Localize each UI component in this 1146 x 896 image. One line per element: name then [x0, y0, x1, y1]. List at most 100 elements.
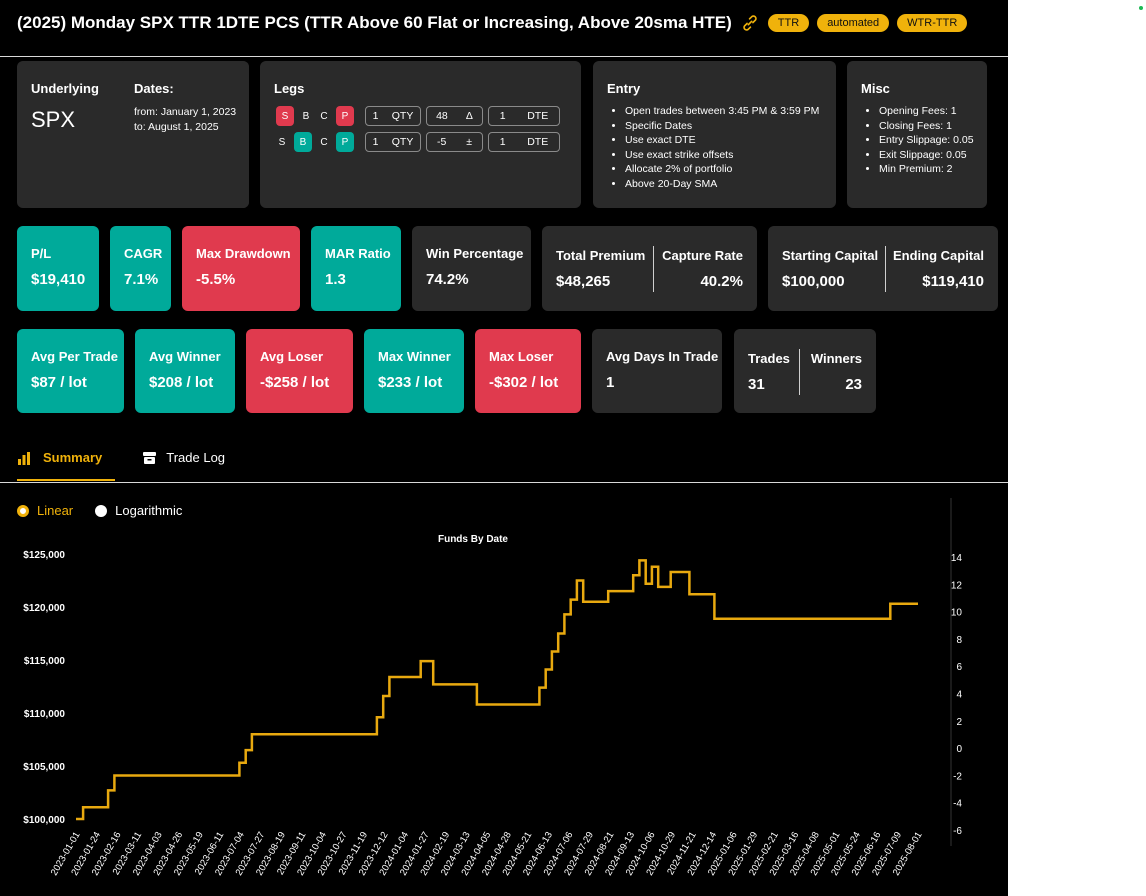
legs-label: Legs — [274, 81, 305, 96]
stat-capital: Starting Capital $100,000 Ending Capital… — [768, 226, 998, 311]
tag-automated[interactable]: automated — [817, 14, 890, 32]
leg2-strike-field[interactable]: -5 ± — [426, 132, 483, 152]
stat-max-winner-value: $233 / lot — [378, 374, 443, 391]
stat-capture-rate-value: 40.2% — [700, 273, 743, 290]
misc-item: Min Premium: 2 — [879, 162, 974, 177]
y2-tick-label: -4 — [953, 799, 962, 810]
legs-card: Legs S B C P 1 QTY 48 Δ 1 DTE S B C P 1 QTY … — [260, 61, 581, 208]
leg2-call-toggle[interactable]: C — [320, 136, 328, 148]
tab-trade-log-label: Trade Log — [166, 450, 226, 465]
stat-trades-value: 31 — [748, 376, 765, 393]
y2-tick-label: 12 — [951, 580, 963, 591]
entry-item: Above 20-Day SMA — [625, 177, 819, 192]
leg2-put-toggle[interactable]: P — [336, 132, 354, 152]
tag-ttr[interactable]: TTR — [767, 14, 810, 32]
stat-avg-loser-value: -$258 / lot — [260, 374, 330, 391]
underlying-value: SPX — [31, 107, 76, 132]
stat-avg-winner-value: $208 / lot — [149, 374, 214, 391]
leg1-strike-value: 48 — [436, 110, 448, 122]
radio-linear-circle[interactable] — [17, 504, 29, 517]
leg2-qty-field[interactable]: 1 QTY — [365, 132, 421, 152]
leg2-dte-field[interactable]: 1 DTE — [488, 132, 560, 152]
stat-avg-per-trade: Avg Per Trade $87 / lot — [17, 329, 124, 413]
y-tick-label: $100,000 — [23, 815, 65, 826]
tab-summary[interactable]: Summary — [17, 450, 102, 465]
dates-to: to: August 1, 2025 — [134, 120, 219, 133]
radio-log-label: Logarithmic — [115, 503, 183, 518]
y-tick-label: $105,000 — [23, 762, 65, 773]
tab-active-indicator — [17, 479, 115, 481]
app-window: (2025) Monday SPX TTR 1DTE PCS (TTR Abov… — [0, 0, 1008, 896]
stat-total-premium-value: $48,265 — [556, 273, 611, 290]
entry-list: Open trades between 3:45 PM & 3:59 PM Sp… — [611, 104, 819, 191]
header: (2025) Monday SPX TTR 1DTE PCS (TTR Abov… — [17, 10, 968, 36]
stat-max-drawdown-value: -5.5% — [196, 271, 236, 288]
leg-row-1: S B C P 1 QTY 48 Δ 1 DTE — [276, 105, 560, 127]
dates-from: from: January 1, 2023 — [134, 106, 237, 118]
radio-log-circle[interactable] — [95, 504, 108, 517]
stat-pl-value: $19,410 — [31, 271, 86, 288]
leg2-strike-value: -5 — [436, 136, 447, 148]
y2-tick-label: 2 — [956, 717, 962, 728]
misc-item: Opening Fees: 1 — [879, 104, 974, 119]
entry-label: Entry — [607, 81, 641, 96]
leg1-dte-unit: DTE — [527, 110, 549, 122]
y2-tick-label: 0 — [956, 744, 962, 755]
stat-mar: MAR Ratio 1.3 — [311, 226, 401, 311]
leg2-dte-unit: DTE — [527, 136, 549, 148]
leg1-strike-unit: Δ — [465, 110, 473, 122]
stat-avg-loser: Avg Loser -$258 / lot — [246, 329, 353, 413]
entry-item: Open trades between 3:45 PM & 3:59 PM — [625, 104, 819, 119]
stat-cagr: CAGR 7.1% — [110, 226, 171, 311]
y2-tick-label: -6 — [953, 826, 962, 837]
entry-item: Allocate 2% of portfolio — [625, 162, 819, 177]
tab-trade-log[interactable]: Trade Log — [142, 450, 225, 465]
leg1-put-toggle[interactable]: P — [336, 106, 354, 126]
stat-avg-loser-label: Avg Loser — [260, 349, 324, 364]
stat-avg-days-label: Avg Days In Trade — [606, 349, 719, 364]
misc-item: Exit Slippage: 0.05 — [879, 148, 974, 163]
stat-pl-label: P/L — [31, 246, 52, 261]
stat-starting-capital-value: $100,000 — [782, 273, 845, 290]
leg1-dte-field[interactable]: 1 DTE — [488, 106, 560, 126]
misc-item: Entry Slippage: 0.05 — [879, 133, 974, 148]
leg2-qty-value: 1 — [372, 136, 379, 148]
stat-premium-capture: Total Premium $48,265 Capture Rate 40.2% — [542, 226, 757, 311]
status-dot — [1139, 6, 1143, 10]
stat-win-pct-value: 74.2% — [426, 271, 469, 288]
leg1-call-toggle[interactable]: C — [320, 110, 328, 122]
stat-win-pct-label: Win Percentage — [426, 246, 524, 261]
stat-max-drawdown: Max Drawdown -5.5% — [182, 226, 300, 311]
stat-win-pct: Win Percentage 74.2% — [412, 226, 531, 311]
stat-mar-label: MAR Ratio — [325, 246, 391, 261]
entry-item: Specific Dates — [625, 119, 819, 134]
leg2-qty-unit: QTY — [391, 136, 414, 148]
tag-wtr-ttr[interactable]: WTR-TTR — [897, 14, 968, 32]
stat-starting-capital-label: Starting Capital — [782, 248, 879, 263]
leg1-buy-toggle[interactable]: B — [302, 110, 310, 122]
stat-ending-capital-value: $119,410 — [922, 273, 984, 290]
series-funds-line — [76, 559, 918, 821]
leg1-strike-field[interactable]: 48 Δ — [426, 106, 483, 126]
stat-ending-capital-label: Ending Capital — [893, 248, 984, 263]
link-icon[interactable] — [740, 13, 760, 33]
header-divider — [0, 56, 1008, 57]
y2-tick-label: 6 — [956, 662, 962, 673]
stat-max-winner-label: Max Winner — [378, 349, 451, 364]
stat-cagr-label: CAGR — [124, 246, 163, 261]
dates-label: Dates: — [134, 81, 174, 96]
funds-chart: Funds By Date $100,000$105,000$110,000$1… — [23, 498, 963, 878]
leg2-sell-toggle[interactable]: S — [278, 136, 286, 148]
stat-winners-label: Winners — [810, 351, 862, 366]
stat-separator — [799, 349, 800, 395]
leg1-sell-toggle[interactable]: S — [276, 106, 294, 126]
leg2-dte-value: 1 — [499, 136, 506, 148]
entry-item: Use exact DTE — [625, 133, 819, 148]
tab-bar: Summary Trade Log — [17, 450, 225, 465]
radio-linear[interactable]: Linear — [17, 503, 73, 518]
leg2-buy-toggle[interactable]: B — [294, 132, 312, 152]
stat-cagr-value: 7.1% — [124, 271, 159, 288]
stat-separator — [653, 246, 654, 292]
radio-log[interactable]: Logarithmic — [95, 503, 182, 518]
leg1-qty-field[interactable]: 1 QTY — [365, 106, 421, 126]
